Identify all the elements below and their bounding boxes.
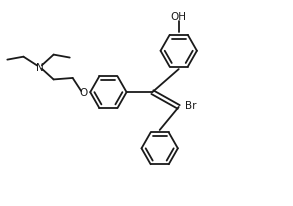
Text: OH: OH [171,12,187,22]
Text: N: N [36,63,43,73]
Text: Br: Br [185,101,197,111]
Text: O: O [80,88,88,98]
